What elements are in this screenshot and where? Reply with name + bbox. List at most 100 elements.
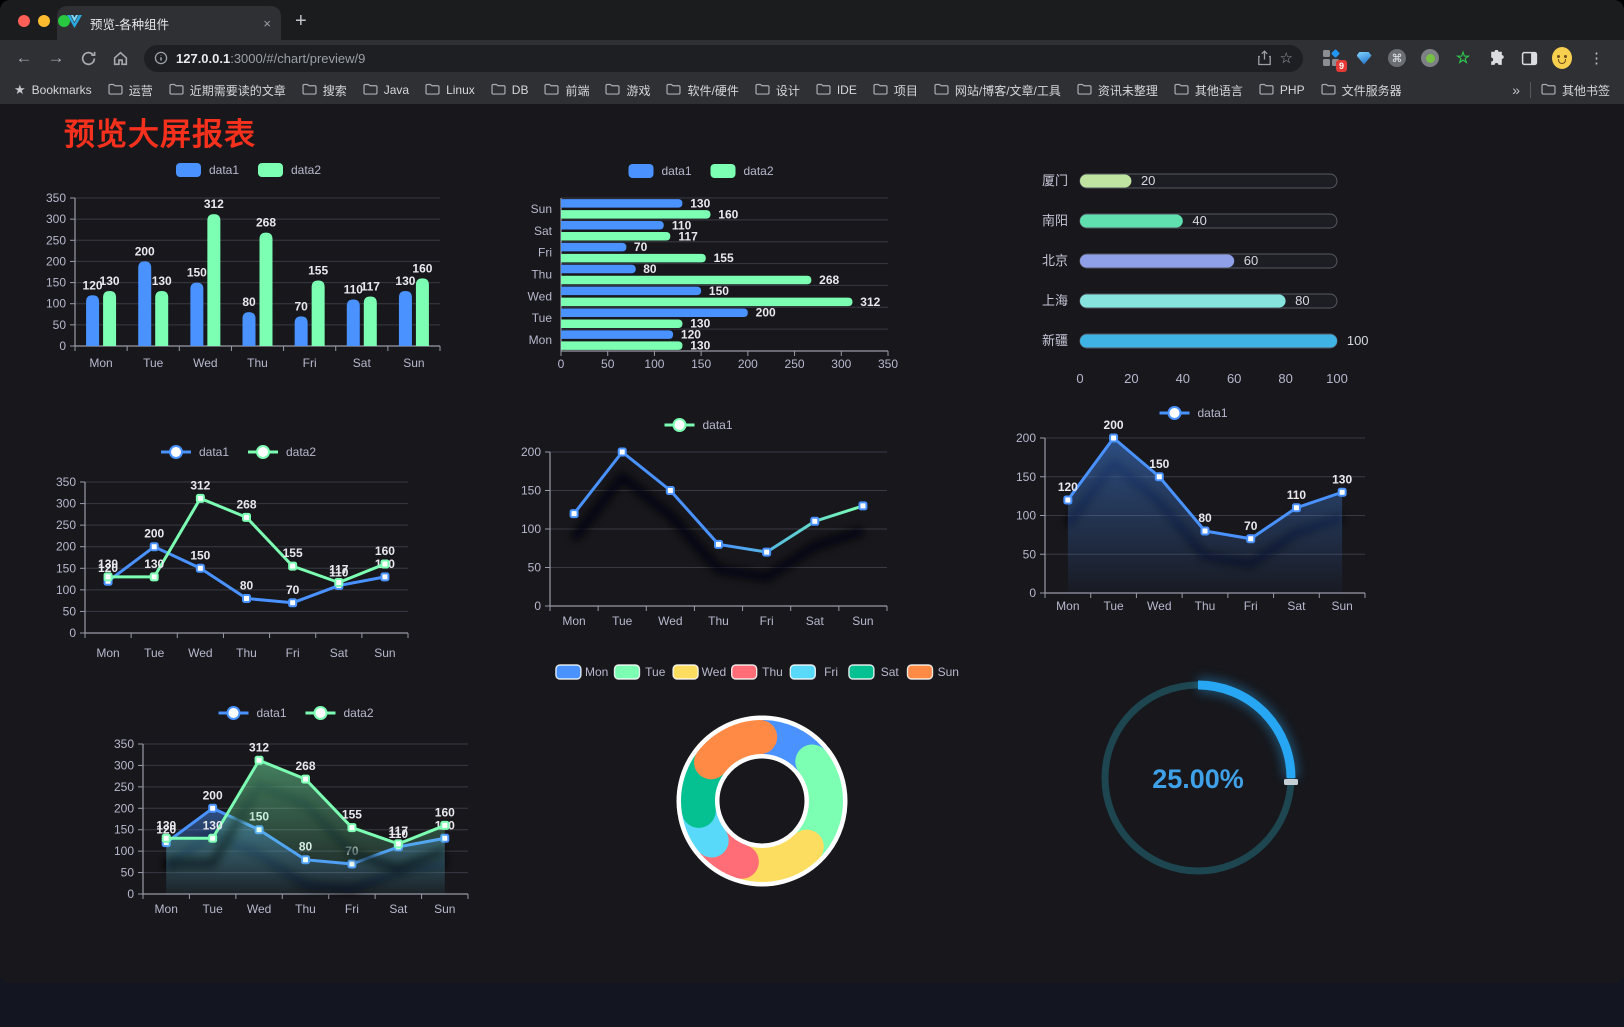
svg-text:155: 155	[342, 808, 362, 822]
reload-button[interactable]	[74, 44, 102, 72]
svg-text:155: 155	[714, 251, 734, 265]
line-gradient-shadow-svg: data1 0 50 100 150 200 Mon Tue Wed Thu Fri Sat Sun	[521, 418, 888, 628]
svg-text:70: 70	[1244, 519, 1258, 533]
svg-text:50: 50	[63, 604, 77, 618]
svg-text:Fri: Fri	[286, 646, 300, 660]
svg-text:Thu: Thu	[236, 646, 257, 660]
tab-title: 预览-各种组件	[90, 17, 170, 32]
site-info-icon[interactable]	[154, 51, 168, 65]
browser-menu-icon[interactable]: ⋮	[1589, 50, 1604, 67]
bookmark-folder[interactable]: 文件服务器	[1321, 82, 1402, 99]
green-star-extension-icon[interactable]: ☆	[1455, 50, 1471, 67]
svg-text:160: 160	[412, 261, 432, 275]
bookmark-folder[interactable]: 运营	[108, 82, 153, 99]
bookmark-folder[interactable]: 网站/博客/文章/工具	[934, 82, 1061, 99]
command-extension-icon[interactable]: ⌘	[1387, 48, 1407, 68]
svg-text:200: 200	[203, 788, 223, 802]
area-single-chart: data1 0 50 100 150 200 Mon Tue Wed Thu Fri Sat Sun 12…	[1000, 400, 1390, 615]
svg-text:200: 200	[144, 527, 164, 541]
svg-text:Thu: Thu	[762, 665, 783, 679]
bookmark-folder[interactable]: DB	[491, 83, 528, 98]
bookmark-folder[interactable]: 软件/硬件	[666, 82, 739, 99]
bookmark-folder[interactable]: 游戏	[605, 82, 650, 99]
bookmark-folder[interactable]: 项目	[873, 82, 918, 99]
gem-extension-icon[interactable]	[1354, 48, 1374, 68]
bookmark-folder[interactable]: 搜索	[302, 82, 347, 99]
svg-text:300: 300	[114, 758, 134, 772]
bookmark-folder[interactable]: 近期需要读的文章	[169, 82, 286, 99]
bookmark-folder[interactable]: 前端	[544, 82, 589, 99]
svg-text:Tue: Tue	[532, 311, 553, 325]
svg-text:Tue: Tue	[143, 356, 164, 370]
city-progress-svg: 厦门 20 南阳 40 北京 60 上海 80 新疆 100 0 20 40 60 80 100	[1042, 173, 1369, 386]
svg-text:120: 120	[83, 278, 103, 292]
svg-text:Wed: Wed	[247, 902, 271, 916]
svg-text:Wed: Wed	[188, 646, 212, 660]
extensions-puzzle-icon[interactable]	[1486, 48, 1506, 68]
svg-text:250: 250	[785, 357, 805, 371]
back-button[interactable]: ←	[15, 48, 33, 67]
maximize-window-button[interactable]	[58, 15, 70, 27]
svg-text:80: 80	[1198, 511, 1212, 525]
svg-text:data1: data1	[1197, 406, 1227, 420]
svg-text:Sun: Sun	[434, 902, 455, 916]
folder-icon	[544, 83, 560, 98]
home-button[interactable]	[106, 44, 134, 72]
svg-text:50: 50	[1023, 547, 1037, 561]
bookmark-folder[interactable]: Linux	[425, 83, 475, 98]
svg-text:Wed: Wed	[1147, 599, 1171, 613]
bookmark-star-icon[interactable]: ☆	[1279, 50, 1293, 67]
svg-text:117: 117	[361, 280, 381, 294]
tab-close-icon[interactable]: ×	[263, 15, 271, 31]
grouped-bar-horizontal-chart: data1 data2 0 50 100 150 200 250 300 350 Mon 120 130…	[505, 160, 900, 375]
recorder-extension-icon[interactable]	[1420, 48, 1440, 68]
svg-text:120: 120	[156, 823, 176, 837]
svg-text:20: 20	[1124, 371, 1138, 386]
bookmark-folder[interactable]: 资讯未整理	[1077, 82, 1158, 99]
svg-text:117: 117	[678, 229, 698, 243]
minimize-window-button[interactable]	[38, 15, 50, 27]
browser-tab[interactable]: 预览-各种组件 ×	[57, 6, 281, 40]
svg-text:312: 312	[860, 295, 880, 309]
svg-text:70: 70	[294, 299, 308, 313]
svg-text:150: 150	[691, 357, 711, 371]
bookmark-folder[interactable]: Java	[363, 83, 409, 98]
svg-text:117: 117	[389, 824, 409, 838]
svg-text:100: 100	[1347, 333, 1369, 348]
svg-text:Wed: Wed	[193, 356, 217, 370]
sidebar-toggle-icon[interactable]	[1519, 48, 1539, 68]
svg-text:60: 60	[1244, 253, 1258, 268]
bookmark-folder[interactable]: PHP	[1259, 83, 1305, 98]
url-text[interactable]: 127.0.0.1:3000/#/chart/preview/9	[176, 51, 1249, 66]
grouped-bar-vertical-svg: data1 data2 0 50 100 150 200 250 300 350 Mon Tue Wed…	[46, 163, 441, 370]
bookmark-folder[interactable]: IDE	[816, 83, 857, 98]
svg-text:Tue: Tue	[612, 614, 633, 628]
tab-manager-extension-icon[interactable]: 9	[1321, 48, 1347, 72]
profile-avatar[interactable]	[1552, 47, 1572, 69]
folder-icon	[1077, 83, 1092, 98]
svg-text:200: 200	[114, 801, 134, 815]
forward-button[interactable]: →	[47, 48, 65, 67]
folder-icon	[1259, 83, 1274, 98]
bookmarks-overflow-icon[interactable]: »	[1512, 82, 1520, 98]
new-tab-button[interactable]: +	[295, 10, 307, 32]
share-icon[interactable]	[1257, 50, 1272, 66]
folder-icon	[755, 83, 770, 98]
other-bookmarks-folder[interactable]: 其他书签	[1541, 82, 1610, 99]
close-window-button[interactable]	[18, 15, 30, 27]
svg-text:200: 200	[756, 306, 776, 320]
bookmarks-star-icon: ★	[14, 82, 26, 97]
svg-text:80: 80	[240, 578, 254, 592]
bookmark-folder[interactable]: 其他语言	[1174, 82, 1243, 99]
svg-text:Wed: Wed	[702, 665, 726, 679]
address-bar[interactable]: 127.0.0.1:3000/#/chart/preview/9 ☆	[144, 44, 1303, 72]
page-content: 预览大屏报表 data1 data2 0 50 100 150 200 250 300 350 Mo…	[0, 104, 1624, 1027]
folder-icon	[1321, 83, 1336, 98]
svg-text:Mon: Mon	[89, 356, 112, 370]
folder-icon	[169, 83, 184, 98]
svg-text:data2: data2	[286, 445, 316, 459]
bookmarks-root-item[interactable]: ★ Bookmarks	[14, 82, 92, 98]
svg-text:120: 120	[98, 561, 118, 575]
bookmark-folder[interactable]: 设计	[755, 82, 800, 99]
